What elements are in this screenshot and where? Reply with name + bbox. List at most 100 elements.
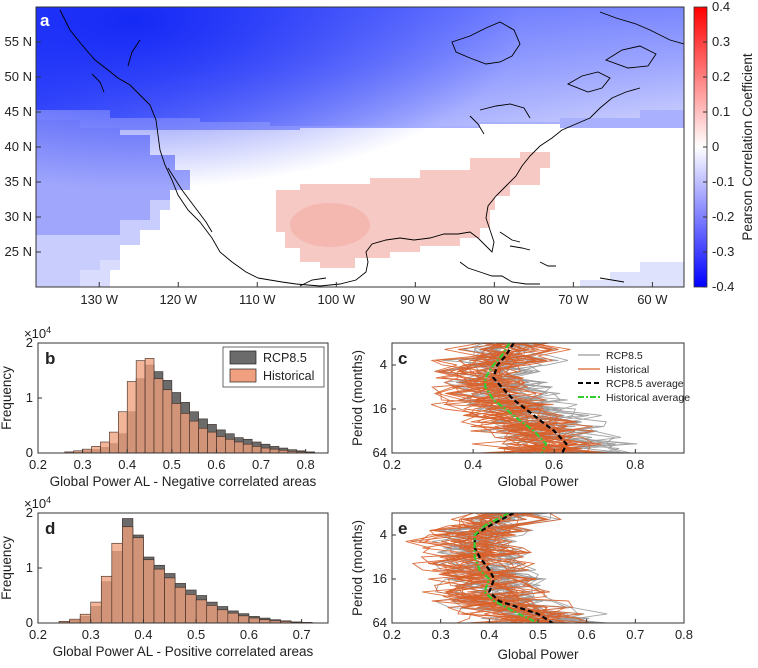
histogram-bar-historical bbox=[216, 609, 229, 624]
histogram-bar-historical bbox=[242, 443, 253, 454]
panel-d-histogram: 0.2 0.3 0.4 0.5 0.6 0.7 0 1 2 d ×104 Frequency G… bbox=[0, 495, 329, 659]
x-tick-label: 0.6 bbox=[578, 627, 596, 642]
panel-label-a: a bbox=[40, 11, 50, 30]
y-tick-label: 1 bbox=[26, 560, 33, 575]
panel-b-histogram: 0.2 0.3 0.4 0.5 0.6 0.7 0.8 0 1 2 b ×104 Frequenc… bbox=[0, 325, 329, 489]
panel-c-power-spectrum: 0.2 0.4 0.6 0.8 4 16 64 c Period (months) Glob… bbox=[350, 342, 690, 489]
rcp85-average-line bbox=[473, 513, 554, 623]
histogram-d-ticks: 0.2 0.3 0.4 0.5 0.6 0.7 0 1 2 bbox=[26, 505, 311, 642]
histogram-bar-historical bbox=[207, 431, 217, 454]
histogram-bar-historical bbox=[90, 601, 102, 624]
map-coastlines bbox=[59, 9, 684, 287]
map-x-tick-label: 80 W bbox=[479, 292, 510, 307]
histogram-bar-historical bbox=[248, 617, 260, 624]
x-tick-label: 0.2 bbox=[29, 457, 47, 472]
historical-ensemble-line bbox=[464, 513, 561, 623]
map-y-tick-label: 50 N bbox=[5, 69, 32, 84]
map-y-tick-label: 25 N bbox=[5, 244, 32, 259]
panel-label-d: d bbox=[45, 519, 55, 538]
x-tick-label: 0.6 bbox=[545, 457, 563, 472]
y-tick-label: 2 bbox=[26, 335, 33, 350]
x-tick-label: 0.4 bbox=[118, 457, 136, 472]
map-y-tick-label: 40 N bbox=[5, 139, 32, 154]
map-x-tick-label: 90 W bbox=[400, 292, 431, 307]
x-tick-label: 0.4 bbox=[464, 457, 482, 472]
histogram-bar-historical bbox=[144, 358, 155, 454]
y-tick-label: 64 bbox=[373, 615, 387, 630]
histogram-bar-historical bbox=[234, 441, 244, 454]
histogram-bar-historical bbox=[206, 605, 218, 624]
legend-label-rcp85: RCP8.5 bbox=[263, 351, 307, 365]
histogram-bar-historical bbox=[118, 411, 128, 454]
panel-label-c: c bbox=[398, 349, 407, 368]
rcp85-ensemble-line bbox=[491, 343, 622, 453]
historical-average-line bbox=[473, 513, 539, 623]
colorbar-tick-label: -0.4 bbox=[712, 279, 734, 294]
colorbar-tick-label: -0.3 bbox=[712, 244, 734, 259]
x-tick-label: 0.2 bbox=[383, 627, 401, 642]
y-tick-label: 4 bbox=[380, 527, 387, 542]
d-xlabel: Global Power AL - Positive correlated ar… bbox=[53, 644, 314, 659]
map-y-tick-label: 35 N bbox=[5, 174, 32, 189]
x-tick-label: 0.3 bbox=[432, 627, 450, 642]
histogram-bar-historical bbox=[174, 586, 186, 624]
histogram-bar-historical bbox=[79, 613, 92, 624]
y-tick-label: 16 bbox=[373, 401, 387, 416]
legend-swatch-rcp85 bbox=[229, 350, 257, 365]
panel-e-power-spectrum: 0.2 0.3 0.4 0.5 0.6 0.7 0.8 4 16 64 e Period (mon… bbox=[350, 512, 693, 662]
map-x-tick-label: 130 W bbox=[80, 292, 118, 307]
histogram-bar-historical bbox=[135, 360, 146, 454]
b-exponent: ×104 bbox=[24, 325, 51, 341]
c-xlabel: Global Power bbox=[497, 474, 579, 489]
map-x-tick-label: 70 W bbox=[558, 292, 589, 307]
histogram-bar-historical bbox=[126, 381, 137, 454]
map-y-ticks: 55 N 50 N 45 N 40 N 35 N 30 N 25 N bbox=[5, 34, 41, 259]
histogram-bar-historical bbox=[164, 577, 176, 624]
histogram-bar-historical bbox=[180, 413, 190, 454]
c-legend-rcp85-average: RCP8.5 average bbox=[606, 378, 684, 390]
b-ylabel: Frequency bbox=[0, 366, 14, 430]
legend-swatch-historical bbox=[229, 368, 257, 383]
colorbar-label: Pearson Correlation Coefficient bbox=[740, 53, 755, 241]
colorbar-tick-label: -0.2 bbox=[712, 209, 734, 224]
histogram-bar-historical bbox=[260, 447, 271, 454]
historical-ensemble-line bbox=[443, 513, 554, 623]
e-xlabel: Global Power bbox=[497, 647, 579, 662]
x-tick-label: 0.3 bbox=[74, 457, 92, 472]
map-y-tick-label: 30 N bbox=[5, 209, 32, 224]
x-tick-label: 0.4 bbox=[134, 627, 152, 642]
x-tick-label: 0.8 bbox=[675, 627, 693, 642]
histogram-bar-historical bbox=[143, 559, 155, 624]
histogram-b-ticks: 0.2 0.3 0.4 0.5 0.6 0.7 0.8 0 1 2 bbox=[26, 335, 315, 472]
map-x-tick-label: 120 W bbox=[159, 292, 197, 307]
c-lines bbox=[430, 343, 638, 453]
historical-ensemble-line bbox=[474, 343, 578, 453]
rcp85-ensemble-line bbox=[486, 513, 608, 623]
historical-ensemble-line bbox=[463, 343, 595, 453]
y-tick-label: 4 bbox=[380, 357, 387, 372]
colorbar-tick-label: 0.2 bbox=[712, 69, 730, 84]
colorbar-tick-label: 0.3 bbox=[712, 34, 730, 49]
histogram-bar-historical bbox=[100, 575, 113, 624]
y-tick-label: 64 bbox=[373, 445, 387, 460]
x-tick-label: 0.5 bbox=[529, 627, 547, 642]
rcp85-ensemble-line bbox=[456, 343, 563, 453]
histogram-bar-historical bbox=[111, 542, 123, 624]
histogram-bar-historical bbox=[195, 599, 208, 624]
x-tick-label: 0.5 bbox=[187, 627, 205, 642]
map-y-tick-label: 45 N bbox=[5, 104, 32, 119]
b-legend: RCP8.5 Historical bbox=[222, 346, 325, 388]
d-exponent: ×104 bbox=[24, 495, 51, 511]
histogram-bar-historical bbox=[225, 438, 235, 454]
histogram-bar-historical bbox=[216, 436, 226, 454]
x-tick-label: 0.6 bbox=[240, 627, 258, 642]
x-tick-label: 0.8 bbox=[297, 457, 315, 472]
c-legend-historical-average: Historical average bbox=[606, 392, 690, 404]
histogram-bar-historical bbox=[100, 441, 110, 454]
histogram-bar-historical bbox=[153, 568, 165, 624]
histogram-bar-historical bbox=[238, 615, 250, 624]
histogram-bar-historical bbox=[82, 448, 92, 454]
b-xlabel: Global Power AL - Negative correlated ar… bbox=[50, 474, 317, 489]
map-y-tick-label: 55 N bbox=[5, 34, 32, 49]
